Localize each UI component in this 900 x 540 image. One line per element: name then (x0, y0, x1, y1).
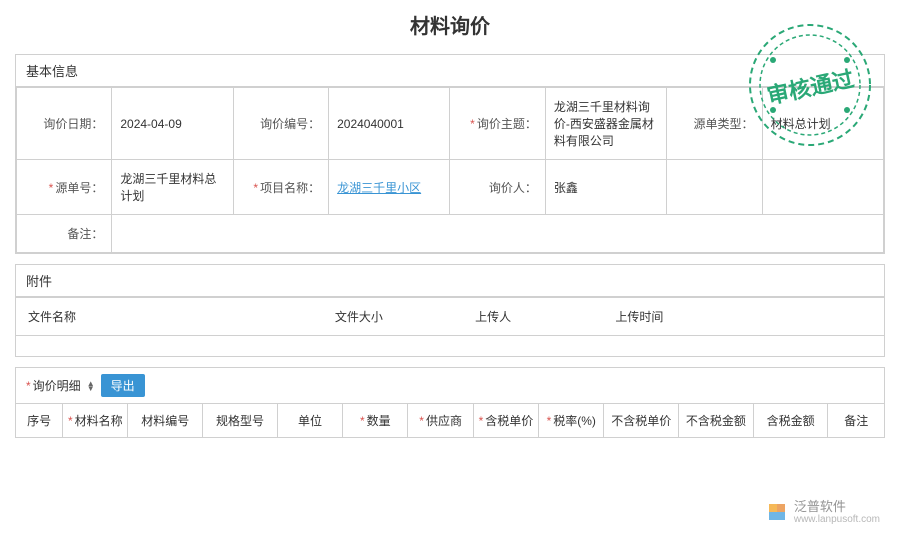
label-inquirer: 询价人： (450, 160, 545, 215)
attach-header-row: 文件名称 文件大小 上传人 上传时间 (16, 298, 884, 336)
col-material-no: 材料编号 (128, 404, 203, 437)
col-tax-price: *含税单价 (473, 404, 538, 437)
value-subject: 龙湖三千里材料询价-西安盛器金属材料有限公司 (545, 88, 666, 160)
col-spec: 规格型号 (203, 404, 278, 437)
watermark: 泛普软件 www.lanpusoft.com (765, 500, 880, 525)
value-source-no: 龙湖三千里材料总计划 (112, 160, 233, 215)
info-row: 询价日期： 2024-04-09 询价编号： 2024040001 *询价主题：… (17, 88, 884, 160)
sort-icon[interactable]: ▲▼ (87, 381, 95, 391)
attach-empty-row (16, 336, 884, 357)
col-supplier: *供应商 (408, 404, 473, 437)
watermark-name: 泛普软件 (794, 500, 880, 514)
col-spacer (744, 298, 884, 336)
label-empty (667, 160, 762, 215)
export-button[interactable]: 导出 (101, 374, 145, 397)
value-remark (112, 215, 884, 253)
basic-info-table: 询价日期： 2024-04-09 询价编号： 2024040001 *询价主题：… (16, 87, 884, 253)
watermark-logo-icon (765, 500, 789, 524)
col-material-name: *材料名称 (63, 404, 128, 437)
label-inquiry-no: 询价编号： (233, 88, 328, 160)
col-unit: 单位 (277, 404, 342, 437)
watermark-url: www.lanpusoft.com (794, 514, 880, 525)
col-seq: 序号 (16, 404, 63, 437)
value-empty (762, 160, 883, 215)
col-remark: 备注 (828, 404, 884, 437)
basic-info-section: 基本信息 询价日期： 2024-04-09 询价编号： 2024040001 *… (15, 54, 885, 254)
value-inquirer: 张鑫 (545, 160, 666, 215)
label-inquiry-date: 询价日期： (17, 88, 112, 160)
col-notax-price: 不含税单价 (604, 404, 679, 437)
basic-info-header: 基本信息 (16, 55, 884, 87)
label-remark: 备注： (17, 215, 112, 253)
project-link: 龙湖三千里小区 (337, 181, 421, 195)
page-title: 材料询价 (0, 0, 900, 54)
col-uploadtime: 上传时间 (603, 298, 743, 336)
label-subject: *询价主题： (450, 88, 545, 160)
attachments-section: 附件 文件名称 文件大小 上传人 上传时间 (15, 264, 885, 357)
info-row: *源单号： 龙湖三千里材料总计划 *项目名称： 龙湖三千里小区 询价人： 张鑫 (17, 160, 884, 215)
col-filesize: 文件大小 (323, 298, 463, 336)
detail-table: 序号 *材料名称 材料编号 规格型号 单位 *数量 *供应商 *含税单价 *税率… (16, 404, 884, 437)
value-inquiry-date: 2024-04-09 (112, 88, 233, 160)
value-inquiry-no: 2024040001 (329, 88, 450, 160)
label-source-type: 源单类型： (667, 88, 762, 160)
label-source-no: *源单号： (17, 160, 112, 215)
detail-title: *询价明细 (26, 377, 81, 394)
col-tax-amount: 含税金额 (753, 404, 828, 437)
detail-header-row: 序号 *材料名称 材料编号 规格型号 单位 *数量 *供应商 *含税单价 *税率… (16, 404, 884, 437)
col-uploader: 上传人 (463, 298, 603, 336)
detail-section: *询价明细 ▲▼ 导出 序号 *材料名称 材料编号 规格型号 单位 *数量 *供… (15, 367, 885, 438)
attachments-table: 文件名称 文件大小 上传人 上传时间 (16, 297, 884, 356)
col-filename: 文件名称 (16, 298, 323, 336)
attachments-header: 附件 (16, 265, 884, 297)
detail-header: *询价明细 ▲▼ 导出 (16, 368, 884, 404)
label-project-name: *项目名称： (233, 160, 328, 215)
col-qty: *数量 (343, 404, 408, 437)
col-notax-amount: 不含税金额 (679, 404, 754, 437)
col-tax-rate: *税率(%) (539, 404, 604, 437)
info-row: 备注： (17, 215, 884, 253)
value-source-type: 材料总计划 (762, 88, 883, 160)
value-project-name[interactable]: 龙湖三千里小区 (329, 160, 450, 215)
